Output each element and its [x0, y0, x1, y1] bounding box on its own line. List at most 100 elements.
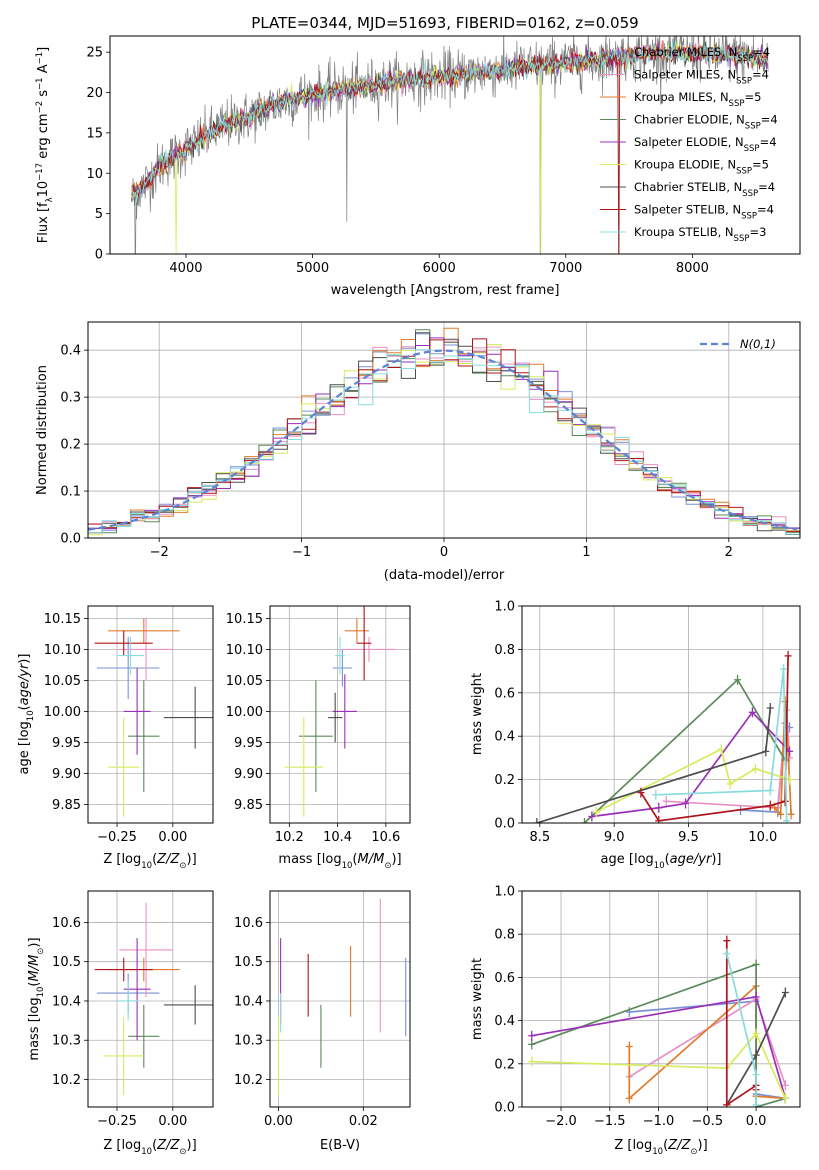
x-tick-label: 1	[582, 545, 590, 560]
errorbar-salpeter_stelib	[356, 606, 372, 681]
weight-point	[781, 1080, 789, 1091]
axes-age_vs_Z: −0.25 0.00 9.85 9.90 9.95 10.00 10.05 10.10 10.1…	[44, 605, 214, 845]
y-tick-label: 9.90	[52, 767, 81, 782]
y-tick-label: 0.4	[494, 1014, 515, 1029]
weight-point	[780, 663, 788, 674]
mass-ebv-x-label: E(B-V)	[320, 1138, 360, 1153]
histogram-step-line	[88, 332, 800, 538]
errorbar-chabrier_miles	[96, 637, 160, 699]
legend-entry: Kroupa STELIB, NSSP=3	[634, 225, 766, 244]
y-tick-label: 10.4	[52, 994, 81, 1009]
x-tick-label: 10.0	[748, 830, 777, 845]
y-tick-label: 10.2	[234, 1073, 263, 1088]
legend-entry: Chabrier ELODIE, NSSP=4	[634, 113, 778, 132]
mass-z-x-label: Z [log10(Z/Z⊙)]	[103, 1138, 196, 1157]
y-tick-label: 0.6	[494, 971, 515, 986]
y-tick-label: 9.95	[52, 736, 81, 751]
x-tick-label: 8000	[676, 261, 709, 276]
x-tick-label: −2	[150, 545, 169, 560]
errorbar-kroupa_elodie	[108, 717, 140, 817]
weight-point	[751, 763, 759, 774]
weight-point	[783, 815, 791, 823]
y-tick-label: 0.2	[60, 438, 81, 453]
histogram-step-line	[88, 349, 800, 538]
axes-frame	[521, 605, 801, 824]
weight-point	[528, 1030, 536, 1041]
weight-point	[752, 1028, 760, 1039]
weight-age-x-label: age [log10(age/yr)]	[601, 852, 722, 871]
weight-point	[781, 1093, 789, 1104]
y-tick-label: 25	[86, 46, 103, 61]
weight-point	[723, 935, 731, 946]
weight-point	[748, 707, 756, 718]
y-tick-label: 1.0	[494, 885, 515, 900]
y-tick-label: 10.05	[226, 674, 263, 689]
axes-spectrum: 4000 5000 6000 7000 8000 0 5 10 15 20 25	[86, 35, 801, 276]
weight-series-kroupa_stelib	[723, 948, 760, 1107]
legend-entry: N(0,1)	[740, 337, 776, 351]
weight-point	[528, 1039, 536, 1050]
plot-area-spectrum	[131, 36, 769, 254]
weight-series-chabrier_stelib	[533, 702, 774, 823]
x-tick-label: 10.6	[371, 830, 400, 845]
legend-entry: Salpeter STELIB, NSSP=4	[634, 203, 774, 222]
errorbar-salpeter_stelib	[94, 957, 153, 982]
weight-point	[655, 802, 663, 813]
plot-area-residuals	[88, 327, 800, 538]
residuals-y-label: Normed distribution	[35, 365, 50, 495]
axes-frame	[269, 890, 411, 1108]
errorbar-salpeter_miles	[342, 637, 396, 662]
weight-point	[784, 650, 792, 661]
y-tick-label: 10.15	[44, 612, 81, 627]
x-tick-label: −1	[292, 545, 311, 560]
y-tick-label: 10.3	[234, 1034, 263, 1049]
y-tick-label: 0.4	[60, 344, 81, 359]
x-tick-label: −1.0	[643, 1114, 675, 1129]
y-tick-label: 9.85	[234, 798, 263, 813]
age-z-x-label: Z [log10(Z/Z⊙)]	[103, 852, 196, 871]
y-tick-label: 0.0	[494, 817, 515, 832]
errorbar-salpeter_elodie	[332, 674, 357, 749]
y-tick-label: 0.4	[494, 730, 515, 745]
spectrum-x-label: wavelength [Angstrom, rest frame]	[331, 283, 560, 298]
y-tick-label: 10.4	[234, 994, 263, 1009]
weight-series-kroupa_stelib	[652, 663, 791, 823]
errorbar-kroupa_miles	[108, 618, 180, 644]
axes-frame	[87, 605, 214, 824]
weight-point	[762, 746, 770, 757]
y-tick-label: 10.6	[234, 916, 263, 931]
weight-point	[734, 674, 742, 685]
y-tick-label: 0.2	[494, 773, 515, 788]
weight-point	[781, 796, 789, 807]
errorbar-kroupa_elodie	[284, 717, 324, 817]
plot-area-mass_vs_EBV	[277, 898, 407, 1096]
errorbar-chabrier_elodie	[128, 680, 160, 792]
y-tick-label: 10.10	[226, 643, 263, 658]
x-tick-label: 9.5	[678, 830, 699, 845]
y-tick-label: 10.00	[226, 705, 263, 720]
weight-line	[655, 668, 788, 821]
weight-point	[625, 1041, 633, 1052]
y-tick-label: 10.6	[52, 916, 81, 931]
y-tick-label: 9.90	[234, 767, 263, 782]
weight-age-y-label: mass weight	[470, 673, 485, 755]
axes-frame	[521, 890, 801, 1108]
x-tick-label: −0.25	[97, 1114, 137, 1129]
errorbar-chabrier_stelib	[163, 686, 213, 749]
weight-point	[533, 818, 541, 823]
axes-weight_vs_Z: −2.0 −1.5 −1.0 −0.5 0.0 0.0 0.2 0.4 0.6 0.8 1.0	[494, 885, 801, 1129]
x-tick-label: −0.5	[692, 1114, 724, 1129]
legend-entry: Kroupa MILES, NSSP=5	[634, 90, 761, 109]
errorbar-salpeter_miles	[119, 902, 173, 998]
x-tick-label: 2	[725, 545, 733, 560]
x-tick-label: 0.0	[746, 1114, 767, 1129]
y-tick-label: 5	[95, 207, 103, 222]
weight-point	[588, 811, 596, 822]
weight-point	[592, 807, 600, 818]
plot-area-age_vs_mass	[284, 606, 396, 817]
y-tick-label: 15	[86, 126, 103, 141]
y-tick-label: 0.1	[60, 485, 81, 500]
axes-age_vs_mass: 10.2 10.4 10.6 9.85 9.90 9.95 10.00 10.05 10.10 1…	[226, 605, 411, 845]
axes-mass_vs_EBV: 0.00 0.02 10.2 10.3 10.4 10.5 10.6	[234, 890, 411, 1129]
age-z-y-label: age [log10(age/yr)]	[17, 654, 36, 775]
